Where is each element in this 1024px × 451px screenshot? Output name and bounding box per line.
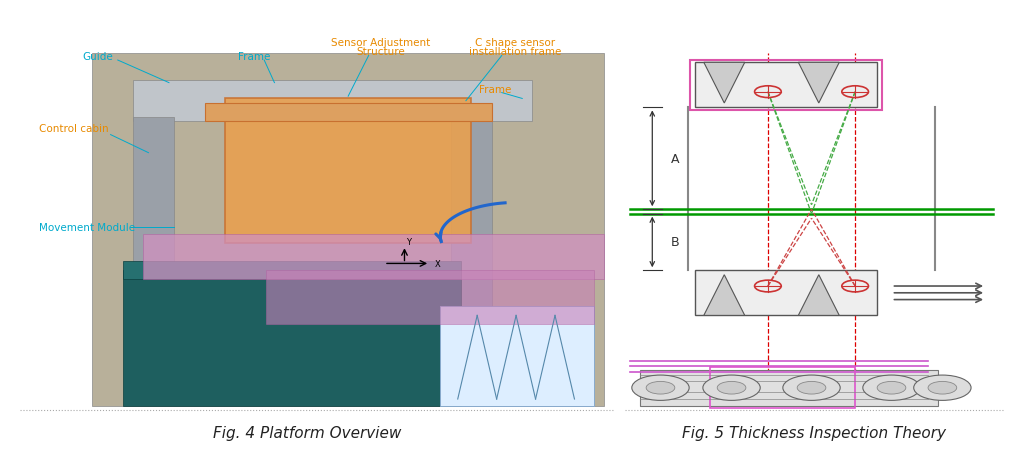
Bar: [695, 63, 877, 108]
Text: Sensor Adjustment: Sensor Adjustment: [332, 38, 430, 48]
Bar: [123, 271, 461, 406]
Circle shape: [646, 382, 675, 394]
Text: Frame: Frame: [479, 85, 512, 95]
Circle shape: [717, 382, 745, 394]
Bar: [695, 271, 877, 316]
Bar: [640, 370, 938, 406]
Bar: [225, 99, 471, 244]
Bar: [123, 262, 461, 280]
Bar: [690, 61, 882, 110]
Circle shape: [878, 382, 906, 394]
Text: B: B: [671, 236, 679, 249]
Bar: [710, 368, 855, 408]
Text: Fig. 4 Platform Overview: Fig. 4 Platform Overview: [213, 424, 401, 440]
Bar: [205, 104, 492, 122]
Bar: [143, 235, 604, 280]
Bar: [133, 81, 532, 122]
Circle shape: [928, 382, 956, 394]
Text: X: X: [435, 259, 441, 268]
Bar: [451, 117, 492, 316]
Circle shape: [782, 375, 840, 400]
Text: Guide: Guide: [82, 51, 113, 61]
Polygon shape: [703, 275, 744, 316]
Circle shape: [863, 375, 921, 400]
Circle shape: [632, 375, 689, 400]
Text: Control cabin: Control cabin: [39, 124, 109, 133]
Polygon shape: [799, 63, 840, 104]
Text: Movement Module: Movement Module: [39, 223, 135, 233]
Polygon shape: [703, 63, 744, 104]
Text: A: A: [671, 152, 679, 166]
Bar: [92, 54, 604, 406]
Circle shape: [702, 375, 760, 400]
Polygon shape: [799, 275, 840, 316]
Text: installation frame: installation frame: [469, 47, 561, 57]
Text: Frame: Frame: [238, 51, 270, 61]
Text: Structure: Structure: [356, 47, 406, 57]
Text: Y: Y: [407, 238, 412, 246]
Bar: [133, 117, 174, 388]
Bar: [266, 271, 594, 325]
Circle shape: [797, 382, 825, 394]
Text: C shape sensor: C shape sensor: [475, 38, 555, 48]
Bar: [630, 54, 993, 406]
Bar: [440, 307, 594, 406]
Text: Fig. 5 Thickness Inspection Theory: Fig. 5 Thickness Inspection Theory: [682, 424, 946, 440]
Circle shape: [913, 375, 971, 400]
